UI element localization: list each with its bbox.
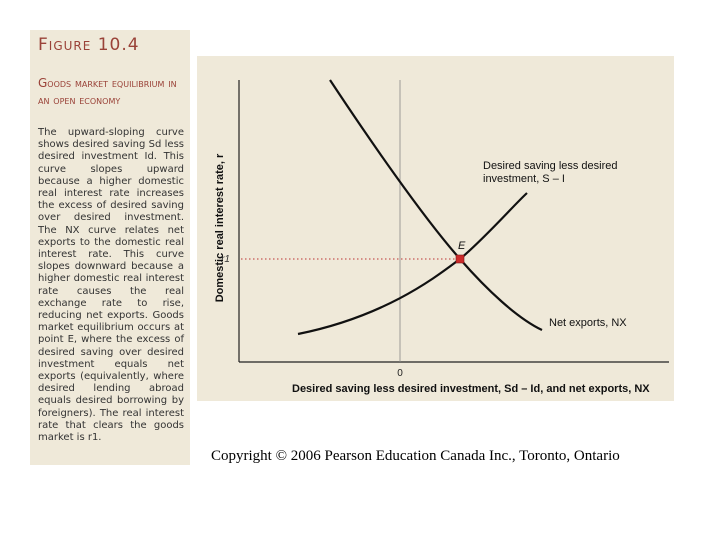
y-axis-title: Domestic real interest rate, r [214, 153, 226, 302]
x-axis-title: Desired saving less desired investment, … [292, 383, 650, 395]
figure-number: Figure 10.4 [38, 35, 140, 55]
figure-title: Goods market equilibrium in an open econ… [38, 76, 177, 107]
nx-curve-label: Net exports, NX [549, 317, 627, 329]
plot-svg: E r1 0 Desired saving less desired inves… [214, 79, 669, 395]
figure-caption: The upward-sloping curve shows desired s… [38, 127, 184, 444]
net-exports-curve [329, 79, 543, 331]
si-curve-label-box: Desired saving less desired investment, … [483, 160, 618, 185]
copyright-notice: Copyright © 2006 Pearson Education Canad… [211, 448, 620, 464]
equilibrium-label: E [458, 240, 466, 252]
saving-investment-curve [297, 192, 528, 336]
zero-tick-label: 0 [397, 368, 403, 379]
plot-panel: E r1 0 Desired saving less desired inves… [197, 56, 674, 401]
equilibrium-point [455, 254, 465, 264]
figure-sidebar [30, 30, 190, 465]
si-curve-label: Desired saving less desired investment, … [483, 160, 618, 185]
r1-tick-label: r1 [221, 254, 230, 265]
